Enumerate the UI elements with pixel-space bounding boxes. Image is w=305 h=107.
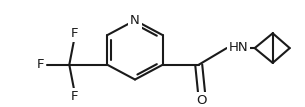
Text: F: F: [70, 27, 78, 40]
Text: HN: HN: [229, 41, 248, 54]
Text: F: F: [70, 90, 78, 103]
Text: F: F: [37, 58, 44, 71]
Text: N: N: [130, 14, 140, 27]
Text: O: O: [196, 94, 207, 107]
